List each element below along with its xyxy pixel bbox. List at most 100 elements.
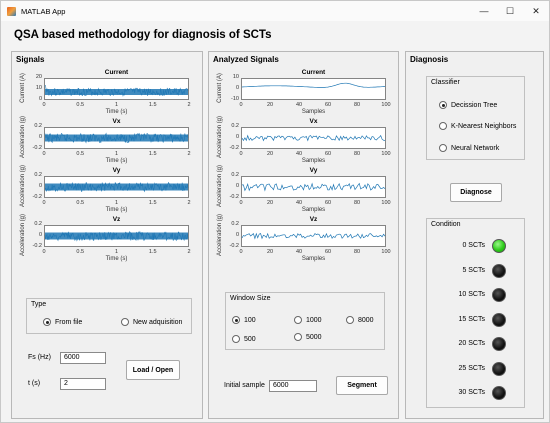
- radio-label: 5000: [306, 333, 322, 341]
- status-lamp-off: [492, 263, 506, 278]
- x-tick-label: 80: [353, 102, 361, 108]
- radio-dot: [121, 318, 129, 326]
- x-tick-label: 100: [381, 102, 391, 108]
- axes-frame: [44, 127, 189, 149]
- plot-area: [44, 176, 189, 198]
- classifier-group: Classifier Decission Tree K-Nearest Neig…: [426, 76, 525, 160]
- diagnosis-panel: Diagnosis Classifier Decission Tree K-Ne…: [405, 51, 544, 419]
- radio-dot: [294, 333, 302, 341]
- x-tick-label: 1.5: [148, 151, 157, 157]
- y-tick-label: 20: [35, 74, 42, 80]
- y-tick-label: 10: [35, 85, 42, 91]
- x-axis-label: Samples: [301, 256, 326, 262]
- x-tick-label: 20: [266, 249, 274, 255]
- axes-frame: [44, 225, 189, 247]
- x-tick-label: 1.5: [148, 200, 157, 206]
- x-axis-label: Samples: [301, 109, 326, 115]
- x-tick-label: 0.5: [76, 102, 85, 108]
- fs-label: Fs (Hz): [28, 354, 51, 361]
- plot-current: Current Current (A) 20 10 0 0 0.5 1 1.5 2 Time (s): [12, 68, 202, 116]
- x-tick-label: 60: [324, 249, 332, 255]
- radio-window-5000[interactable]: 5000: [294, 333, 322, 341]
- axes-frame: [241, 176, 386, 198]
- status-lamp-off: [492, 288, 506, 302]
- fs-input[interactable]: 6000: [60, 352, 106, 364]
- plot-vx: Vx Acceleration (g) 0.2 0 -0.2 0 20 40 60 80 100 Sa…: [209, 116, 399, 165]
- load-open-button[interactable]: Load / Open: [126, 360, 180, 380]
- condition-label: 30 SCTs: [458, 389, 485, 396]
- analyzed-signals-panel: Analyzed Signals Current Current (A) 10 0 -1…: [208, 51, 399, 419]
- radio-label: 8000: [358, 316, 374, 324]
- radio-label: Decission Tree: [451, 101, 498, 109]
- plot-title: Vy: [112, 167, 121, 174]
- x-tick-label: 0: [42, 102, 46, 108]
- radio-label: 500: [244, 335, 256, 343]
- x-tick-label: 2: [187, 102, 191, 108]
- x-tick-label: 1.5: [148, 249, 157, 255]
- radio-window-8000[interactable]: 8000: [346, 316, 374, 324]
- radio-window-1000[interactable]: 1000: [294, 316, 322, 324]
- radio-window-500[interactable]: 500: [232, 335, 256, 343]
- y-axis-label: Acceleration (g): [20, 213, 26, 257]
- x-tick-label: 20: [266, 200, 274, 206]
- status-lamp-off: [492, 312, 506, 327]
- y-tick-label: -10: [231, 96, 239, 102]
- radio-dot: [232, 316, 240, 324]
- condition-label: 20 SCTs: [458, 340, 485, 347]
- radio-from-file[interactable]: From file: [43, 318, 82, 326]
- x-axis-label: Samples: [301, 207, 326, 213]
- x-tick-label: 1: [114, 200, 119, 206]
- x-axis-label: Time (s): [105, 207, 128, 213]
- y-tick-label: 0: [38, 134, 42, 140]
- x-tick-label: 0: [239, 151, 243, 157]
- initial-sample-input[interactable]: 6000: [269, 380, 317, 392]
- plot-title: Current: [104, 69, 129, 76]
- minimize-button[interactable]: —: [479, 6, 489, 16]
- radio-neural-network[interactable]: Neural Network: [439, 144, 499, 152]
- plot-vz: Vz Acceleration (g) 0.2 0 -0.2 0 0.5 1 1.5 2 Time …: [12, 214, 202, 263]
- plot-title: Vz: [112, 216, 121, 223]
- y-tick-label: 0: [235, 183, 239, 189]
- y-tick-label: 0: [235, 232, 239, 238]
- x-tick-label: 100: [381, 200, 391, 206]
- condition-label: 25 SCTs: [458, 364, 485, 372]
- radio-decission-tree[interactable]: Decission Tree: [439, 101, 497, 109]
- maximize-button[interactable]: ☐: [505, 5, 515, 16]
- radio-dot: [43, 318, 51, 326]
- x-tick-label: 100: [381, 249, 391, 255]
- radio-label: Neural Network: [451, 144, 500, 152]
- x-axis-label: Time (s): [105, 256, 128, 262]
- radio-knn[interactable]: K-Nearest Neighbors: [439, 122, 516, 130]
- type-group-title: Type: [31, 301, 47, 308]
- y-tick-label: 0.2: [231, 123, 239, 129]
- close-button[interactable]: ✕: [532, 5, 540, 16]
- condition-group: Condition 0 SCTs 5 SCTs 10 SCTs 15 SCTs 20 S…: [426, 218, 525, 408]
- signals-panel-title: Signals: [16, 55, 45, 64]
- signal-trace: [44, 132, 189, 144]
- radio-dot: [294, 316, 302, 324]
- window-size-group: Window Size 100 1000 8000 500 5000: [225, 292, 385, 350]
- t-label: t (s): [28, 380, 41, 387]
- plot-vy: Vy Acceleration (g) 0.2 0 -0.2 0 0.5 1 1.5 2 Time …: [12, 165, 202, 214]
- plot-area: [241, 78, 386, 100]
- radio-window-100[interactable]: 100: [232, 316, 256, 324]
- y-tick-label: 0.2: [34, 123, 42, 129]
- axes-frame: [241, 127, 386, 149]
- segment-button[interactable]: Segment: [336, 376, 388, 395]
- x-tick-label: 40: [295, 151, 303, 157]
- plot-title: Vy: [309, 167, 318, 174]
- x-tick-label: 60: [324, 200, 332, 206]
- status-lamp-off: [492, 337, 506, 351]
- plot-vz: Vz Acceleration (g) 0.2 0 -0.2 0 20 40 60 80 100 Sa…: [209, 214, 399, 263]
- status-lamp-off: [492, 386, 506, 400]
- signal-trace: [44, 181, 189, 193]
- t-input[interactable]: 2: [60, 378, 106, 390]
- plot-area: [241, 127, 386, 149]
- radio-new-adquisition[interactable]: New adquisition: [121, 318, 182, 326]
- x-tick-label: 1: [114, 102, 119, 108]
- x-tick-label: 80: [353, 151, 361, 157]
- condition-title: Condition: [431, 221, 461, 228]
- diagnose-button[interactable]: Diagnose: [450, 183, 502, 202]
- x-tick-label: 20: [266, 151, 274, 157]
- y-tick-label: 0.2: [34, 172, 42, 178]
